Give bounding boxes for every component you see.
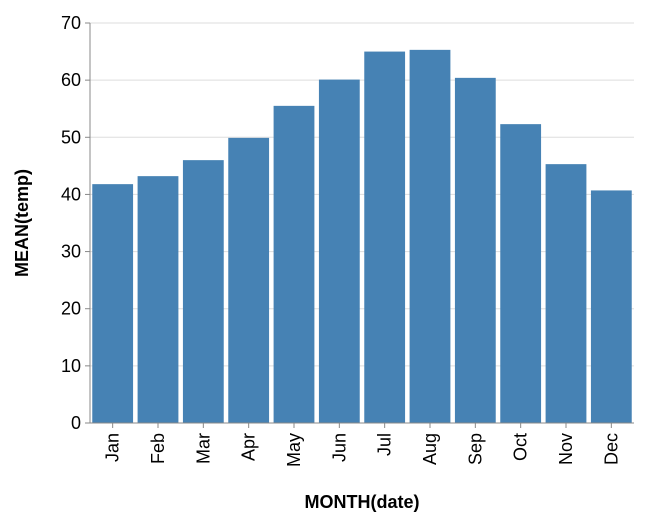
x-tick-label: Oct [511, 433, 531, 461]
bar-jun [318, 79, 360, 424]
y-axis-ticks: 0 10 20 30 40 50 60 70 [61, 13, 90, 433]
bar-sep [454, 77, 496, 423]
x-tick-label: Jun [329, 433, 349, 462]
x-tick-label: Dec [601, 433, 621, 465]
x-tick-label: Jul [375, 433, 395, 456]
axes [89, 23, 634, 424]
x-tick-label: Nov [556, 433, 576, 465]
bar-jul [364, 51, 406, 423]
bars [92, 49, 632, 424]
x-tick-label: Sep [465, 433, 485, 465]
bar-dec [590, 190, 632, 423]
y-tick-label: 70 [61, 13, 81, 33]
x-tick-label: Feb [148, 433, 168, 464]
bar-aug [409, 49, 451, 423]
y-tick-label: 40 [61, 184, 81, 204]
y-tick-label: 10 [61, 356, 81, 376]
bar-nov [545, 164, 587, 423]
bar-apr [228, 137, 270, 423]
bar-jan [92, 184, 134, 423]
bar-oct [500, 124, 542, 424]
bar-may [273, 105, 315, 423]
y-axis-title: MEAN(temp) [12, 169, 32, 277]
x-tick-label: May [284, 433, 304, 467]
y-tick-label: 30 [61, 242, 81, 262]
x-axis-title: MONTH(date) [305, 492, 420, 512]
y-tick-label: 0 [71, 413, 81, 433]
x-tick-label: Jan [103, 433, 123, 462]
y-tick-label: 20 [61, 299, 81, 319]
x-axis-ticks: Jan Feb Mar Apr May Jun Jul Aug Sep Oct Nov Dec [103, 423, 621, 467]
grid-lines [90, 22, 634, 367]
bar-mar [182, 160, 224, 423]
x-tick-label: Apr [239, 433, 259, 461]
y-tick-label: 60 [61, 70, 81, 90]
y-tick-label: 50 [61, 127, 81, 147]
x-tick-label: Aug [420, 433, 440, 465]
x-tick-label: Mar [193, 433, 213, 464]
bar-feb [137, 176, 179, 423]
